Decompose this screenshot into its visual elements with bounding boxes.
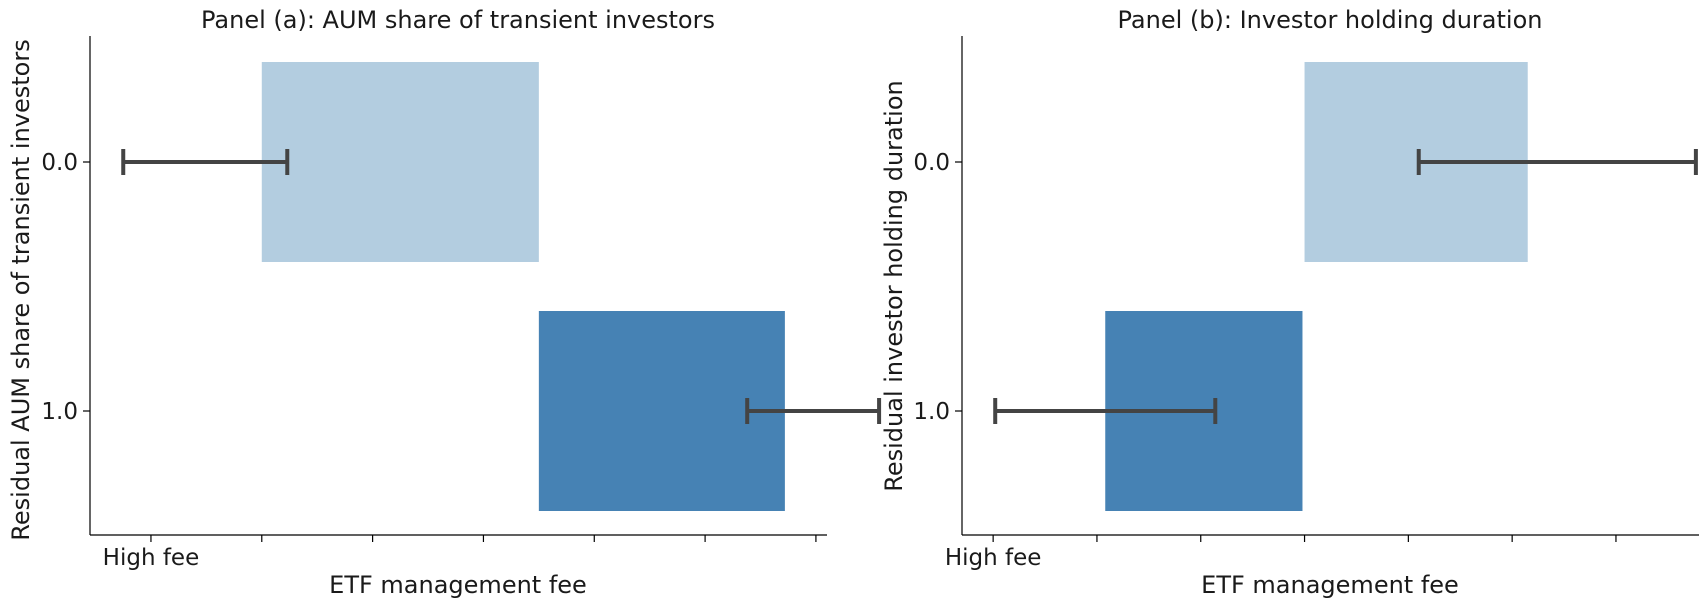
panel-a-xlabel: ETF management fee (329, 571, 587, 599)
panel-a-title: Panel (a): AUM share of transient invest… (201, 6, 715, 34)
panel-a-bar-1.0 (538, 311, 785, 511)
panel-b-ytick-label: 1.0 (913, 399, 950, 425)
panel-b: Panel (b): Investor holding duration 0.0… (880, 6, 1699, 599)
panel-a-xtick-label: High fee (103, 545, 200, 571)
panel-b-title: Panel (b): Investor holding duration (1118, 6, 1543, 34)
panel-b-errorbar-1.0 (993, 398, 1218, 424)
panel-a-bar-0.0 (261, 62, 539, 262)
panel-a-errorbar-1.0 (745, 398, 882, 424)
panel-b-ytick-label: 0.0 (913, 150, 950, 176)
panel-b-errorbar-0.0 (1416, 149, 1698, 175)
panel-a-ytick-label: 1.0 (41, 399, 78, 425)
panel-b-xtick-label: High fee (945, 545, 1042, 571)
panel-b-ylabel: Residual investor holding duration (880, 80, 908, 491)
panel-a-errorbar-0.0 (121, 149, 290, 175)
panel-a-plot: 0.0 1.0 High fee (41, 62, 882, 571)
panel-a: Panel (a): AUM share of transient invest… (7, 6, 882, 599)
panel-b-plot: 0.0 1.0 High fee (913, 62, 1698, 571)
panel-a-ylabel: Residual AUM share of transient investor… (7, 39, 35, 540)
panel-a-ytick-label: 0.0 (41, 150, 78, 176)
panel-b-xlabel: ETF management fee (1201, 571, 1459, 599)
